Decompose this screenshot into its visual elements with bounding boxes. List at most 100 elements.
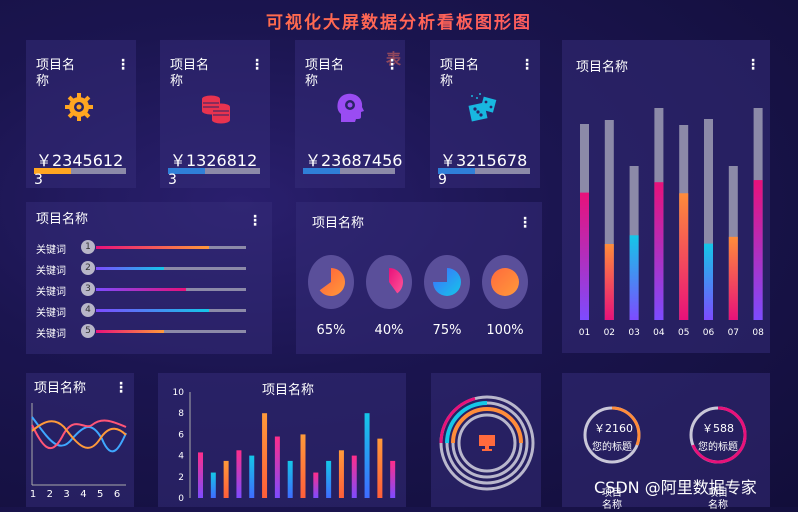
y-tick-label: 10 — [173, 388, 185, 398]
keyword-row: 关键词 5 — [26, 324, 272, 340]
card-value: ￥3215678 — [440, 151, 528, 170]
keyword-rank: 2 — [81, 261, 95, 275]
panel-title: 项目名称 — [262, 383, 315, 398]
gauges-panel: ￥2160 您的标题 ￥588 您的标题 项目名称 项目名称 — [562, 373, 770, 511]
keyword-fill — [96, 330, 164, 333]
column-bar — [262, 413, 268, 498]
card-title: 项目名称 — [305, 58, 345, 89]
ring-arc-orange — [451, 407, 523, 444]
card-index: 3 — [168, 172, 177, 188]
gauge-2-value: ￥588 — [702, 422, 734, 435]
gauge-1-label: 您的标题 — [592, 442, 632, 453]
keyword-rank: 5 — [81, 324, 95, 338]
pie-chart — [482, 255, 528, 309]
kpi-card-3: 项目名称 ⋮ ￥23687456 — [295, 40, 405, 188]
pie-chart — [424, 255, 470, 309]
dice-icon — [466, 92, 498, 124]
y-tick-label: 2 — [178, 473, 184, 483]
card-progress-fill — [303, 168, 340, 174]
vertical-bars-panel: 项目名称 ⋮ 01 02 03 04 05 06 07 08 — [562, 40, 770, 353]
column-bar — [223, 460, 229, 498]
bar-category-label: 07 — [728, 328, 739, 338]
keyword-rank: 1 — [81, 240, 95, 254]
panel-title: 项目名称 — [312, 216, 365, 231]
card-progress — [438, 168, 530, 174]
panel-title: 项目名称 — [36, 212, 89, 227]
menu-icon[interactable]: ⋮ — [250, 57, 264, 73]
pie-item: 75% — [423, 255, 471, 355]
pie-percent: 65% — [316, 323, 346, 338]
bar-category-label: 06 — [703, 328, 715, 338]
keyword-track — [96, 288, 246, 291]
keyword-row: 关键词 1 — [26, 240, 272, 256]
bar — [629, 235, 639, 320]
x-tick-label: 1 — [29, 489, 37, 500]
keywords-panel: 项目名称 ⋮ 关键词 1 关键词 2 关键词 3 关键词 4 关键词 5 — [26, 202, 272, 354]
card-progress — [168, 168, 260, 174]
x-tick-label: 2 — [46, 489, 53, 500]
card-progress-fill — [438, 168, 475, 174]
bar — [679, 193, 689, 320]
menu-icon[interactable]: ⋮ — [520, 57, 534, 73]
bar-track — [704, 119, 713, 320]
x-tick-label: 6 — [113, 489, 121, 500]
x-tick-label: 4 — [80, 489, 87, 500]
gauge-rings — [583, 406, 747, 464]
column-chart-panel: 项目名称 0 2 4 6 8 10 — [158, 373, 406, 507]
bar-category-label: 08 — [752, 328, 764, 338]
column-bar — [390, 460, 396, 498]
panel-title: 项目名称 — [34, 381, 87, 396]
x-tick-label: 3 — [63, 489, 70, 500]
keyword-label: 关键词 — [36, 266, 66, 277]
kpi-card-4: 项目名称 ⋮ ￥3215678 9 — [430, 40, 540, 188]
column-chart: 0 2 4 6 8 10 — [173, 388, 396, 504]
menu-icon[interactable]: ⋮ — [248, 213, 262, 229]
card-progress-fill — [34, 168, 71, 174]
card-progress — [303, 168, 395, 174]
bar — [704, 243, 713, 320]
keyword-label: 关键词 — [36, 287, 66, 298]
wave-line-chart — [31, 403, 127, 486]
x-tick-label: 5 — [97, 489, 104, 500]
column-bar — [364, 413, 370, 498]
bar-category-label: 05 — [678, 328, 689, 338]
series-line-1 — [31, 416, 127, 453]
keyword-track — [96, 246, 246, 249]
bar-category-label: 03 — [628, 328, 639, 338]
card-title: 项目名称 — [440, 58, 480, 89]
menu-icon[interactable]: ⋮ — [385, 57, 399, 73]
panel-title: 项目名称 — [576, 60, 629, 75]
gauge-1-below: 项目名称 — [602, 488, 622, 511]
watermark: CSDN @阿里数据专家 — [594, 478, 757, 497]
keyword-track — [96, 267, 246, 270]
keyword-fill — [96, 309, 209, 312]
card-value: ￥2345612 — [36, 151, 124, 170]
menu-icon[interactable]: ⋮ — [518, 215, 532, 231]
gear-icon — [64, 92, 94, 122]
keyword-fill — [96, 246, 209, 249]
column-bar — [210, 472, 216, 498]
keyword-track — [96, 309, 246, 312]
keyword-label: 关键词 — [36, 308, 66, 319]
keyword-fill — [96, 267, 164, 270]
pie-chart — [366, 255, 412, 309]
menu-icon[interactable]: ⋮ — [114, 380, 128, 396]
card-index: 9 — [438, 172, 447, 188]
y-tick-label: 8 — [178, 409, 184, 419]
vertical-bar-chart: 01 02 03 04 05 06 07 08 — [579, 108, 764, 338]
keyword-row: 关键词 4 — [26, 303, 272, 319]
column-bar — [338, 450, 344, 498]
pie-percent: 75% — [432, 323, 462, 338]
keyword-label: 关键词 — [36, 329, 66, 340]
card-progress — [34, 168, 126, 174]
concentric-rings — [439, 395, 535, 491]
menu-icon[interactable]: ⋮ — [746, 57, 760, 73]
menu-icon[interactable]: ⋮ — [116, 57, 130, 73]
column-bar — [300, 434, 306, 498]
gauge-2-below: 项目名称 — [708, 488, 728, 511]
keyword-rank: 3 — [81, 282, 95, 296]
column-bar — [249, 455, 255, 498]
bar — [654, 182, 664, 320]
card-title: 项目名称 — [36, 58, 76, 89]
